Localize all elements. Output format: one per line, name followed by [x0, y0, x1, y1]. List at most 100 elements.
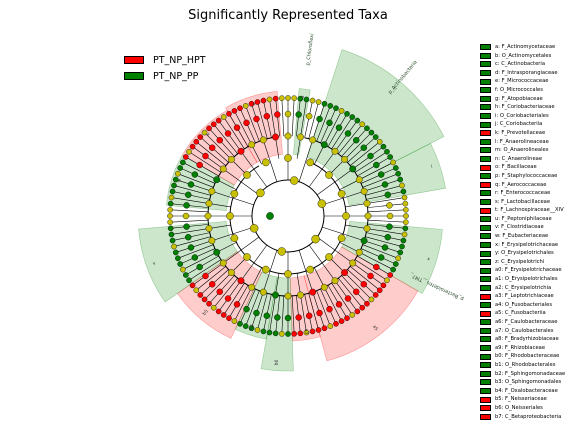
key-label: b1: O_Rhodobacterales: [495, 361, 556, 368]
key-label: a3: F_Leptotrichiaceae: [495, 293, 554, 300]
key-label: a: F_Actinomycetaceae: [495, 44, 556, 50]
key-swatch: [480, 396, 491, 403]
tree-branch: [196, 141, 227, 166]
tree-node: [295, 314, 302, 321]
key-item: f: O_Micrococcales: [480, 86, 565, 95]
tree-node: [368, 296, 375, 303]
tree-node: [167, 213, 173, 219]
tree-branch: [308, 293, 319, 331]
tree-node: [224, 295, 232, 302]
tree-node: [237, 105, 243, 112]
tree-branch: [345, 197, 405, 208]
key-label: m: O_Anaerolineales: [495, 147, 549, 154]
tree-node: [306, 113, 313, 120]
tree-node: [208, 187, 216, 195]
key-swatch: [480, 259, 491, 266]
tree-branch: [204, 256, 248, 300]
tree-branch: [349, 266, 380, 291]
tree-node: [272, 330, 279, 337]
clade-sector-c: [306, 49, 445, 189]
key-label: b5: F_Neisseriaceae: [495, 396, 547, 403]
tree-node: [377, 254, 385, 261]
tree-node: [183, 202, 190, 209]
tree-node: [172, 249, 179, 256]
tree-node: [376, 287, 383, 294]
tree-node: [167, 200, 174, 207]
key-swatch: [480, 388, 491, 395]
tree-branch: [171, 224, 231, 235]
tree-node: [349, 312, 356, 318]
tree-node: [315, 327, 322, 333]
key-swatch: [480, 181, 491, 188]
key-item: a8: F_Bradyrhizobiaceae: [480, 335, 565, 344]
key-label: b: O_Actinomycetales: [495, 52, 552, 59]
tree-node: [233, 124, 241, 131]
key-item: a0: F_Erysipelotrichaceae: [480, 266, 565, 275]
clade-letter-label: a5: [371, 324, 379, 332]
key-label: a6: F_Caulobacteraceae: [495, 319, 558, 325]
key-item: a1: O_Erysipelotrichales: [480, 275, 565, 284]
tree-node: [206, 125, 212, 132]
tree-node: [291, 95, 297, 101]
key-item: y: O_Erysipelotrichales: [480, 249, 565, 258]
tree-branch: [349, 141, 380, 166]
tree-node: [333, 105, 339, 112]
key-label: r: F_Enterococcaceae: [495, 190, 551, 197]
tree-branch: [182, 162, 237, 190]
tree-node: [167, 225, 174, 232]
key-item: d: F_Intrasporangiaceae: [480, 69, 565, 78]
tree-node: [337, 234, 346, 242]
key-item: w: F_Eubacteriaceae: [480, 232, 565, 241]
tree-branch: [308, 101, 319, 139]
tree-node: [187, 244, 195, 251]
tree-node: [196, 263, 203, 271]
key-swatch: [480, 267, 491, 274]
tree-node: [201, 296, 208, 303]
tree-node: [335, 124, 343, 131]
tree-node: [208, 281, 216, 288]
key-label: b2: F_Sphingomonadaceae: [495, 370, 566, 377]
tree-node: [171, 182, 177, 189]
tree-node: [326, 305, 333, 313]
tree-node: [274, 111, 281, 118]
tree-node: [168, 194, 175, 201]
tree-node: [384, 148, 390, 155]
key-item: a2: C_Erysipelotrichia: [480, 284, 565, 293]
key-label: t: F_Lachnospiraceae__XIV: [495, 207, 564, 214]
tree-node: [215, 117, 222, 124]
key-item: c: C_Actinobacteria: [480, 60, 565, 69]
tree-node: [216, 136, 223, 144]
tree-node: [175, 170, 181, 177]
key-swatch: [480, 216, 491, 223]
tree-node: [202, 152, 209, 160]
key-swatch: [480, 319, 491, 326]
tree-node: [320, 141, 328, 149]
tree-node: [254, 327, 261, 333]
tree-node: [256, 188, 265, 198]
tree-node: [274, 314, 281, 321]
tree-node: [364, 300, 370, 307]
tree-node: [349, 165, 357, 173]
tree-branch: [328, 256, 372, 300]
tree-node: [189, 282, 196, 289]
tree-node: [363, 200, 371, 207]
key-item: a5: C_Fusobacteriia: [480, 309, 565, 318]
tree-node: [168, 231, 175, 238]
tree-node: [354, 308, 361, 315]
key-item: a9: F_Rhizobiaceae: [480, 344, 565, 353]
key-label: a9: F_Rhizobiaceae: [495, 344, 546, 351]
tree-node: [204, 212, 212, 220]
key-swatch: [480, 198, 491, 205]
key-label: e: F_Micrococcaceae: [495, 78, 549, 85]
key-label: a5: C_Fusobacteriia: [495, 310, 546, 317]
key-swatch: [480, 353, 491, 360]
tree-node: [216, 288, 223, 296]
tree-node: [360, 237, 368, 245]
clade-letter-label: l: [430, 164, 433, 170]
clade-letter-label: a: [301, 95, 306, 99]
key-swatch: [480, 327, 491, 334]
tree-node: [201, 129, 208, 136]
tree-branch: [171, 197, 231, 208]
tree-node: [187, 181, 195, 188]
key-item: u: F_Peptoniphilaceae: [480, 215, 565, 224]
